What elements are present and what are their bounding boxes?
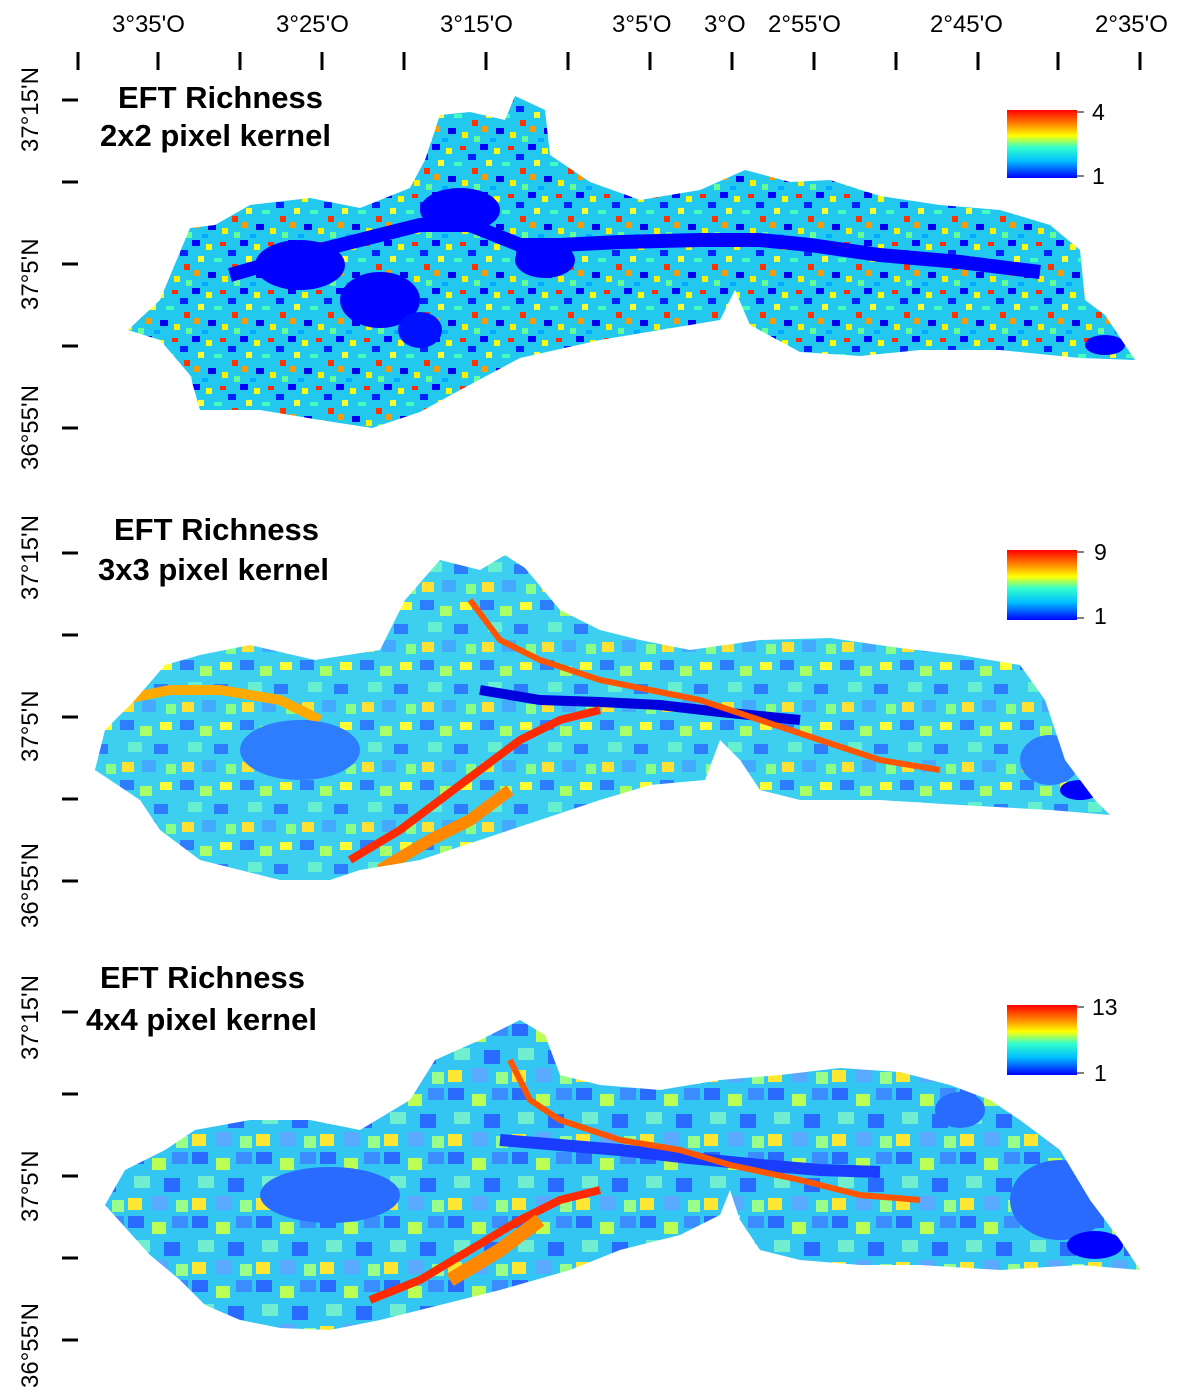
latitude-axis: 37°15'N 37°5'N 36°55'N: [17, 515, 78, 928]
lon-label: 3°15'O: [440, 11, 513, 38]
legend-colorbar: [1007, 1005, 1077, 1075]
legend: 13 1: [1007, 994, 1118, 1086]
lat-label-37-15: 37°15'N: [17, 975, 44, 1060]
panel-title: EFT Richness: [114, 512, 319, 547]
lon-label: 2°45'O: [930, 11, 1003, 38]
lon-label: 2°55'O: [768, 11, 841, 38]
panel-3x3: 37°15'N 37°5'N 36°55'N EFT Richness 3x3 …: [17, 512, 1110, 928]
panel-2x2: 37°15'N 37°5'N 36°55'N EFT Richness 2x2 …: [17, 67, 1135, 470]
richness-raster: [95, 555, 1110, 880]
longitude-ticks: [76, 52, 1142, 70]
legend-min: 1: [1094, 1060, 1107, 1086]
lon-label: 3°35'O: [112, 11, 185, 38]
lon-label: 2°35'O: [1095, 11, 1168, 38]
legend-min: 1: [1094, 603, 1107, 629]
richness-raster: [105, 1020, 1140, 1330]
panel-subtitle: 3x3 pixel kernel: [98, 552, 329, 587]
panel-title: EFT Richness: [118, 80, 323, 115]
lon-label: 3°O: [704, 11, 746, 38]
legend-max: 13: [1092, 994, 1118, 1020]
legend-max: 9: [1094, 539, 1107, 565]
lat-label-36-55: 36°55'N: [17, 385, 44, 470]
legend-max: 4: [1092, 99, 1105, 125]
legend-min: 1: [1092, 163, 1105, 189]
lon-label: 3°5'O: [612, 11, 672, 38]
legend-colorbar: [1007, 110, 1077, 178]
legend: 4 1: [1007, 99, 1105, 189]
lat-label-37-5: 37°5'N: [17, 690, 44, 762]
lat-label-37-5: 37°5'N: [17, 1150, 44, 1222]
latitude-axis: 37°15'N 37°5'N 36°55'N: [17, 67, 78, 470]
lat-label-37-15: 37°15'N: [17, 515, 44, 600]
panel-4x4: 37°15'N 37°5'N 36°55'N EFT Richness 4x4 …: [17, 960, 1140, 1388]
lat-label-37-5: 37°5'N: [17, 238, 44, 310]
longitude-axis: 3°35'O 3°25'O 3°15'O 3°5'O 3°O 2°55'O 2°…: [76, 11, 1168, 70]
panel-subtitle: 4x4 pixel kernel: [86, 1002, 317, 1037]
lat-label-37-15: 37°15'N: [17, 67, 44, 152]
legend-colorbar: [1007, 550, 1077, 620]
legend: 9 1: [1007, 539, 1107, 629]
lat-label-36-55: 36°55'N: [17, 843, 44, 928]
latitude-axis: 37°15'N 37°5'N 36°55'N: [17, 975, 78, 1388]
lon-label: 3°25'O: [276, 11, 349, 38]
panel-subtitle: 2x2 pixel kernel: [100, 118, 331, 153]
panel-title: EFT Richness: [100, 960, 305, 995]
lat-label-36-55: 36°55'N: [17, 1303, 44, 1388]
